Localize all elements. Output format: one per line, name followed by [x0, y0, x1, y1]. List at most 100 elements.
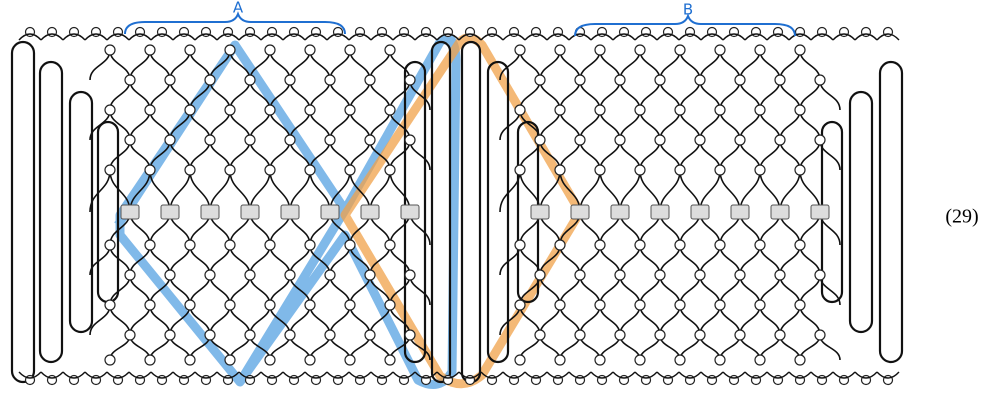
box	[731, 205, 749, 219]
node	[125, 135, 135, 145]
node	[735, 330, 745, 340]
node	[405, 330, 415, 340]
node	[105, 105, 115, 115]
node	[615, 270, 625, 280]
node	[575, 75, 585, 85]
node	[305, 105, 315, 115]
node	[595, 300, 605, 310]
node	[675, 300, 685, 310]
node	[575, 135, 585, 145]
node	[245, 135, 255, 145]
node	[635, 165, 645, 175]
node	[225, 105, 235, 115]
node	[715, 45, 725, 55]
node	[205, 270, 215, 280]
node	[755, 105, 765, 115]
node	[515, 45, 525, 55]
node	[675, 355, 685, 365]
node	[245, 270, 255, 280]
node	[125, 330, 135, 340]
node	[205, 75, 215, 85]
node	[535, 135, 545, 145]
node	[385, 300, 395, 310]
node	[385, 105, 395, 115]
node	[345, 165, 355, 175]
node	[695, 75, 705, 85]
node	[815, 270, 825, 280]
node	[775, 75, 785, 85]
node	[515, 165, 525, 175]
node	[145, 240, 155, 250]
node	[305, 165, 315, 175]
node	[515, 300, 525, 310]
node	[265, 165, 275, 175]
node	[225, 355, 235, 365]
node	[305, 300, 315, 310]
node	[345, 105, 355, 115]
node	[635, 45, 645, 55]
node	[755, 300, 765, 310]
node	[535, 330, 545, 340]
node	[225, 45, 235, 55]
node	[655, 135, 665, 145]
node	[145, 165, 155, 175]
box	[281, 205, 299, 219]
node	[325, 330, 335, 340]
box	[571, 205, 589, 219]
node	[265, 355, 275, 365]
node	[105, 165, 115, 175]
node	[405, 135, 415, 145]
equation-number: (29)	[945, 206, 978, 228]
node	[185, 300, 195, 310]
node	[815, 135, 825, 145]
node	[515, 355, 525, 365]
node	[595, 355, 605, 365]
box	[241, 205, 259, 219]
node	[185, 45, 195, 55]
label-b: B	[683, 1, 693, 19]
node	[735, 270, 745, 280]
node	[755, 165, 765, 175]
node	[595, 165, 605, 175]
node	[365, 330, 375, 340]
node	[105, 240, 115, 250]
node	[575, 270, 585, 280]
node	[265, 300, 275, 310]
node	[795, 165, 805, 175]
box	[121, 205, 139, 219]
node	[595, 45, 605, 55]
node	[655, 270, 665, 280]
node	[265, 105, 275, 115]
box	[771, 205, 789, 219]
node	[735, 75, 745, 85]
node	[615, 135, 625, 145]
node	[365, 75, 375, 85]
node	[595, 105, 605, 115]
box	[361, 205, 379, 219]
node	[385, 240, 395, 250]
node	[535, 75, 545, 85]
node	[635, 105, 645, 115]
node	[385, 355, 395, 365]
node	[225, 165, 235, 175]
node	[165, 330, 175, 340]
node	[145, 45, 155, 55]
node	[105, 300, 115, 310]
node	[735, 135, 745, 145]
node	[555, 300, 565, 310]
node	[345, 240, 355, 250]
node	[325, 75, 335, 85]
node	[635, 355, 645, 365]
node	[345, 355, 355, 365]
node	[365, 135, 375, 145]
node	[285, 330, 295, 340]
node	[185, 165, 195, 175]
node	[755, 355, 765, 365]
node	[125, 270, 135, 280]
node	[715, 165, 725, 175]
node	[305, 240, 315, 250]
node	[575, 330, 585, 340]
node	[555, 240, 565, 250]
node	[755, 45, 765, 55]
node	[655, 75, 665, 85]
